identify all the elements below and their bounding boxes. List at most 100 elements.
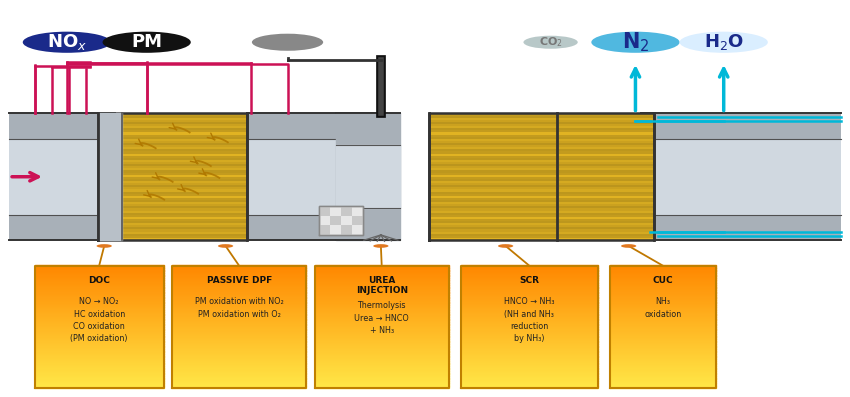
FancyBboxPatch shape (429, 172, 654, 175)
FancyBboxPatch shape (99, 139, 246, 141)
Ellipse shape (23, 32, 111, 53)
FancyBboxPatch shape (99, 208, 246, 210)
FancyBboxPatch shape (429, 113, 654, 116)
FancyBboxPatch shape (99, 202, 246, 204)
FancyBboxPatch shape (99, 128, 246, 130)
FancyBboxPatch shape (429, 212, 654, 215)
FancyBboxPatch shape (99, 134, 246, 137)
FancyBboxPatch shape (99, 126, 246, 128)
FancyBboxPatch shape (429, 115, 654, 118)
FancyBboxPatch shape (99, 130, 246, 133)
FancyBboxPatch shape (319, 225, 330, 235)
FancyBboxPatch shape (429, 208, 654, 210)
FancyBboxPatch shape (429, 227, 654, 229)
Text: CUC: CUC (653, 276, 673, 285)
FancyBboxPatch shape (99, 123, 246, 126)
FancyBboxPatch shape (99, 214, 246, 217)
Text: DOC: DOC (88, 276, 110, 285)
FancyBboxPatch shape (99, 179, 246, 181)
FancyBboxPatch shape (429, 210, 654, 213)
FancyBboxPatch shape (99, 185, 246, 187)
FancyBboxPatch shape (9, 139, 116, 215)
FancyBboxPatch shape (429, 202, 654, 204)
FancyBboxPatch shape (99, 193, 246, 196)
FancyBboxPatch shape (429, 231, 654, 234)
FancyBboxPatch shape (99, 119, 246, 122)
Text: HNCO → NH₃
(NH and NH₃
reduction
by NH₃): HNCO → NH₃ (NH and NH₃ reduction by NH₃) (504, 297, 555, 343)
FancyBboxPatch shape (429, 191, 654, 194)
FancyBboxPatch shape (99, 229, 246, 231)
FancyBboxPatch shape (99, 235, 246, 238)
FancyBboxPatch shape (330, 216, 341, 225)
Text: N$_2$: N$_2$ (621, 31, 649, 54)
FancyBboxPatch shape (429, 174, 654, 177)
FancyBboxPatch shape (99, 136, 246, 139)
FancyBboxPatch shape (99, 141, 246, 143)
FancyBboxPatch shape (99, 153, 246, 156)
FancyBboxPatch shape (99, 212, 246, 215)
FancyBboxPatch shape (429, 153, 654, 156)
Text: UREA
INJECTION: UREA INJECTION (355, 276, 408, 295)
FancyBboxPatch shape (429, 218, 654, 221)
Text: NH₃
oxidation: NH₃ oxidation (644, 297, 682, 318)
FancyBboxPatch shape (429, 132, 654, 135)
FancyBboxPatch shape (429, 117, 654, 120)
FancyBboxPatch shape (99, 176, 246, 179)
FancyBboxPatch shape (99, 115, 246, 118)
FancyBboxPatch shape (99, 149, 246, 151)
FancyBboxPatch shape (429, 130, 654, 133)
FancyBboxPatch shape (429, 136, 654, 139)
FancyBboxPatch shape (99, 216, 246, 219)
FancyBboxPatch shape (99, 237, 246, 240)
FancyBboxPatch shape (429, 187, 654, 189)
FancyBboxPatch shape (429, 179, 654, 181)
FancyBboxPatch shape (99, 164, 246, 166)
FancyBboxPatch shape (429, 145, 654, 147)
FancyBboxPatch shape (429, 181, 654, 183)
FancyBboxPatch shape (99, 143, 246, 145)
Text: PM oxidation with NO₂
PM oxidation with O₂: PM oxidation with NO₂ PM oxidation with … (195, 297, 284, 318)
FancyBboxPatch shape (429, 229, 654, 231)
FancyBboxPatch shape (429, 185, 654, 187)
FancyBboxPatch shape (99, 223, 246, 225)
Ellipse shape (373, 244, 388, 248)
FancyBboxPatch shape (99, 155, 246, 158)
FancyBboxPatch shape (99, 181, 246, 183)
FancyBboxPatch shape (99, 233, 246, 236)
FancyBboxPatch shape (99, 172, 246, 175)
FancyBboxPatch shape (99, 221, 246, 223)
FancyBboxPatch shape (429, 149, 654, 151)
Text: SCR: SCR (519, 276, 540, 285)
FancyBboxPatch shape (429, 162, 654, 164)
FancyBboxPatch shape (429, 233, 654, 236)
FancyBboxPatch shape (429, 223, 654, 225)
FancyBboxPatch shape (429, 237, 654, 240)
FancyBboxPatch shape (99, 204, 246, 206)
FancyBboxPatch shape (99, 170, 246, 173)
FancyBboxPatch shape (429, 160, 654, 162)
Ellipse shape (252, 34, 323, 51)
FancyBboxPatch shape (246, 114, 387, 240)
FancyBboxPatch shape (429, 214, 654, 217)
FancyBboxPatch shape (341, 225, 352, 235)
FancyBboxPatch shape (429, 119, 654, 122)
FancyBboxPatch shape (99, 225, 246, 227)
FancyBboxPatch shape (429, 164, 654, 166)
Ellipse shape (592, 32, 680, 53)
Ellipse shape (524, 36, 578, 49)
FancyBboxPatch shape (352, 216, 363, 225)
FancyBboxPatch shape (429, 123, 654, 126)
FancyBboxPatch shape (429, 200, 654, 202)
FancyBboxPatch shape (429, 206, 654, 208)
FancyBboxPatch shape (99, 113, 246, 116)
FancyBboxPatch shape (429, 221, 654, 223)
FancyBboxPatch shape (429, 195, 654, 198)
FancyBboxPatch shape (99, 210, 246, 213)
FancyBboxPatch shape (99, 191, 246, 194)
Text: PM: PM (131, 33, 162, 51)
FancyBboxPatch shape (429, 166, 654, 168)
FancyBboxPatch shape (429, 183, 654, 185)
FancyBboxPatch shape (429, 128, 654, 130)
FancyBboxPatch shape (99, 197, 246, 200)
FancyBboxPatch shape (429, 204, 654, 206)
